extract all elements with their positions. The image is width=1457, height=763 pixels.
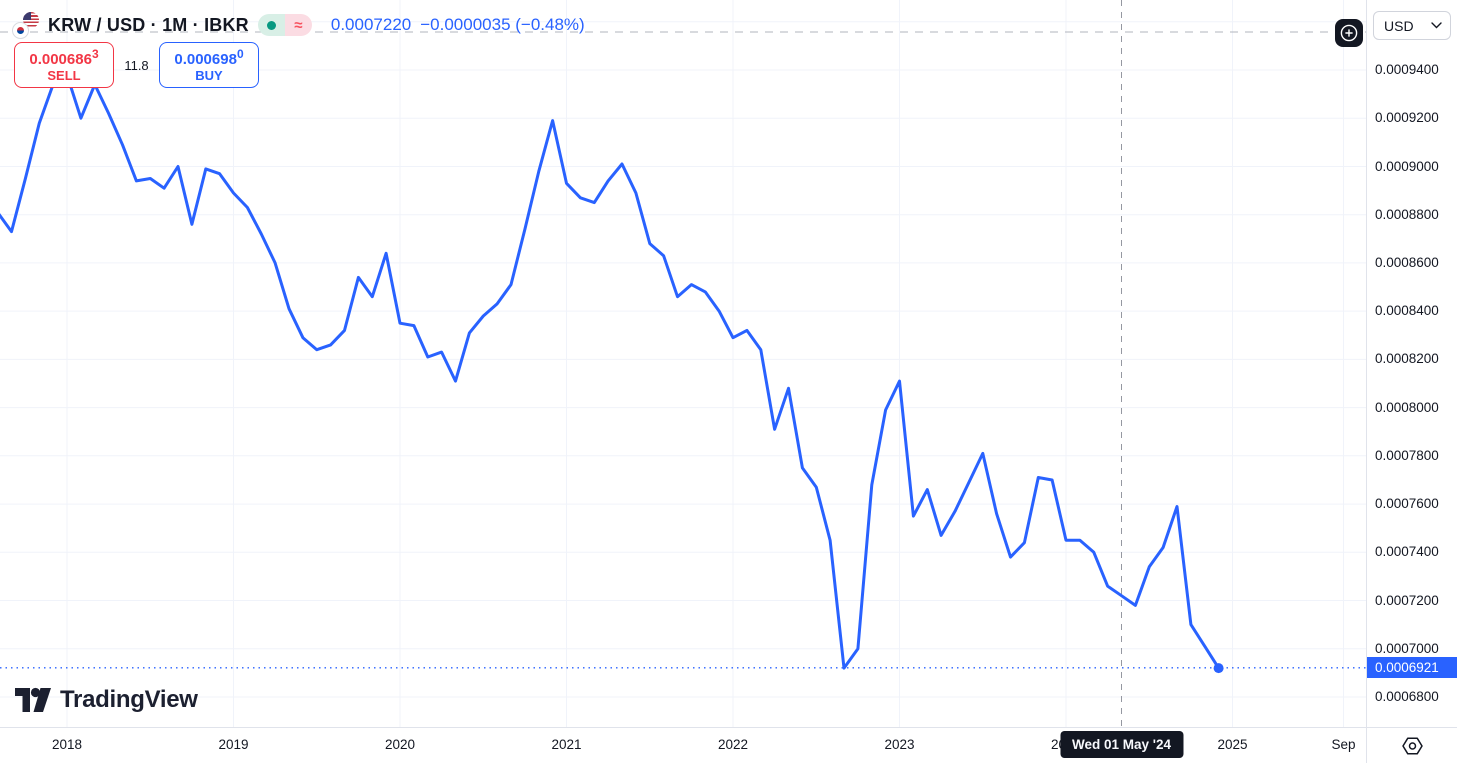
price-axis-label: 0.0008400: [1375, 303, 1439, 319]
price-axis-label: 0.0007800: [1375, 447, 1439, 463]
sell-label: SELL: [47, 68, 81, 83]
gridlines: [0, 0, 1366, 727]
time-axis-label: 2023: [884, 737, 915, 752]
time-axis[interactable]: 20182019202020212022202320242025Sep Wed …: [0, 727, 1457, 763]
price-line-series[interactable]: [0, 73, 1221, 670]
price-axis-label: 0.0009000: [1375, 158, 1439, 174]
legend-price: 0.0007220: [330, 15, 412, 34]
time-axis-label: 2019: [218, 737, 249, 752]
time-axis-label: 2025: [1217, 737, 1248, 752]
buy-button[interactable]: 0.0006980 BUY: [159, 42, 259, 88]
price-axis-label: 0.0008800: [1375, 206, 1439, 222]
price-axis-label: 0.0007400: [1375, 544, 1439, 560]
time-axis-label: 2021: [551, 737, 582, 752]
chevron-down-icon: [1431, 22, 1442, 29]
price-axis-label: 0.0007000: [1375, 640, 1439, 656]
time-axis-label: Sep: [1331, 737, 1356, 752]
buy-price-pip: 0: [236, 47, 244, 61]
price-axis-label: 0.0009400: [1375, 62, 1439, 77]
tradingview-logo-mark: [15, 687, 51, 712]
price-axis-label: 0.0006800: [1375, 689, 1439, 704]
crosshair-date-tooltip: Wed 01 May '24: [1059, 731, 1184, 758]
currency-pair-flags-icon: [12, 11, 39, 39]
sell-price-pip: 3: [91, 47, 99, 61]
last-price-dot: [1213, 663, 1224, 674]
currency-selector[interactable]: USD: [1373, 11, 1451, 40]
approx-icon: ≈: [294, 16, 303, 34]
chart-canvas[interactable]: [0, 0, 1366, 727]
quote-buttons-row: 0.0006863 SELL 11.8 0.0006980 BUY: [14, 42, 259, 88]
delayed-data-icon[interactable]: ≈: [284, 14, 312, 36]
hexagon-settings-icon[interactable]: [1401, 736, 1424, 756]
sell-button[interactable]: 0.0006863 SELL: [14, 42, 114, 88]
add-alert-plus-button[interactable]: [1335, 19, 1363, 47]
buy-price: 0.000698: [174, 51, 237, 68]
legend-change: −0.0000035 (−0.48%): [420, 15, 585, 34]
tradingview-logo-text: TradingView: [60, 686, 198, 713]
chart-area[interactable]: KRW / USD · 1M · IBKR ≈ 0.0007220 −0.000…: [0, 0, 1366, 727]
buy-label: BUY: [195, 68, 223, 83]
market-status-pills[interactable]: ≈: [257, 14, 312, 36]
legend-values: 0.0007220 −0.0000035 (−0.48%): [331, 15, 585, 35]
price-axis-label: 0.0008600: [1375, 254, 1439, 270]
korea-flag-icon: [12, 21, 29, 39]
market-open-status-icon[interactable]: [257, 14, 285, 36]
price-axis-label: 0.0007200: [1375, 592, 1439, 608]
symbol-title[interactable]: KRW / USD · 1M · IBKR: [48, 14, 249, 35]
time-axis-label: 2018: [51, 737, 83, 752]
sell-price: 0.000686: [29, 51, 92, 68]
symbol-legend: KRW / USD · 1M · IBKR ≈ 0.0007220 −0.000…: [12, 11, 585, 39]
plus-circle-icon: [1340, 24, 1358, 42]
green-dot-icon: [266, 20, 276, 30]
currency-selector-value: USD: [1384, 17, 1414, 34]
last-price-badge: 0.0006921: [1367, 657, 1457, 679]
axis-settings-corner[interactable]: [1366, 728, 1457, 763]
price-axis-label: 0.0007600: [1375, 496, 1439, 512]
spread-value: 11.8: [124, 57, 149, 73]
price-axis-label: 0.0008000: [1375, 399, 1439, 415]
tradingview-logo[interactable]: TradingView: [14, 686, 198, 714]
price-axis-label: 0.0008200: [1375, 351, 1439, 367]
price-axis[interactable]: USD 0.0009400 0.0009200 0.0009000 0.0008800…: [1366, 0, 1457, 727]
price-axis-label: 0.0009200: [1375, 110, 1439, 126]
time-axis-label: 2020: [384, 737, 416, 752]
time-axis-label: 2022: [717, 737, 749, 752]
us-flag-icon: [23, 11, 39, 28]
